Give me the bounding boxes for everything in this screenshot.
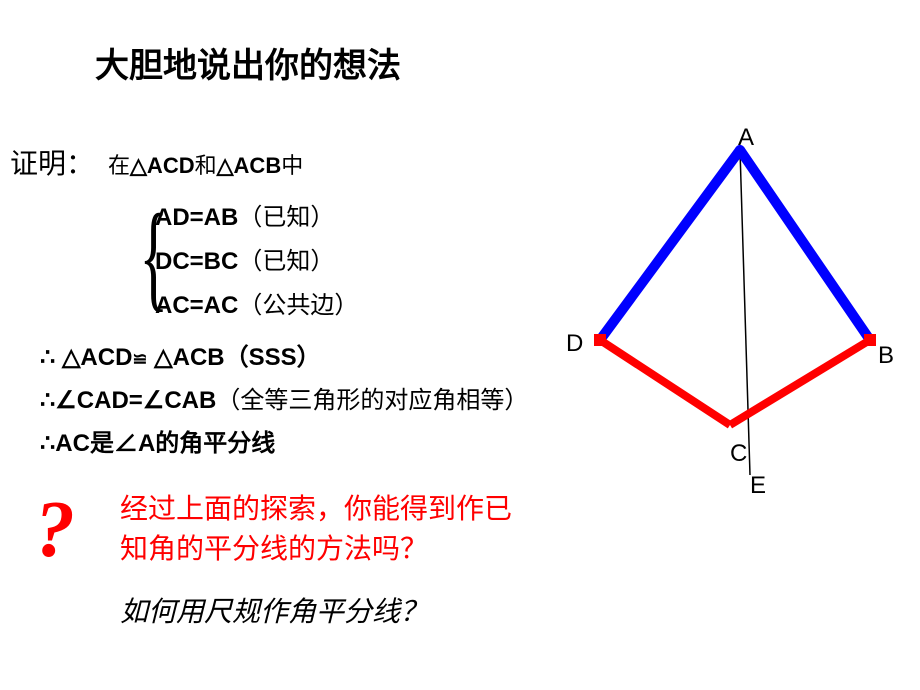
vertex-label-c: C xyxy=(730,440,747,468)
note-2: （已知） xyxy=(238,249,334,275)
concl2-a2: ∠CAB xyxy=(143,387,217,414)
concl1-note: （SSS） xyxy=(225,344,321,371)
vertex-label-d: D xyxy=(566,330,583,358)
proof-lines: AD=AB（已知） DC=BC（已知） AC=AC（公共边） xyxy=(155,196,358,328)
proof-line-1: AD=AB（已知） xyxy=(155,196,358,240)
concl1-t1: △ACD xyxy=(62,344,132,371)
therefore-icon-2: ∴ xyxy=(40,387,55,414)
note-1: （已知） xyxy=(238,205,334,231)
vertex-label-e: E xyxy=(750,472,766,500)
bottom-question: 如何用尺规作角平分线？ xyxy=(120,590,428,630)
eq-3: AC=AC xyxy=(155,292,238,319)
therefore-icon-3: ∴ xyxy=(40,430,55,457)
note-3: （公共边） xyxy=(238,293,358,319)
proof-in-suffix: 中 xyxy=(281,153,303,178)
proof-context: 在△ACD和△ACB中 xyxy=(108,148,303,180)
conclusion-1: ∴ △ACD≌ △ACB（SSS） xyxy=(40,337,321,372)
vertex-label-a: A xyxy=(738,124,754,152)
proof-in-prefix: 在 xyxy=(108,153,130,178)
triangle-acd: △ACD xyxy=(130,153,195,178)
conclusion-3: ∴AC是∠A的角平分线 xyxy=(40,423,275,458)
proof-line-2: DC=BC（已知） xyxy=(155,240,358,284)
concl2-note: （全等三角形的对应角相等） xyxy=(216,388,528,414)
vertex-label-b: B xyxy=(878,342,894,370)
therefore-icon: ∴ xyxy=(40,344,55,371)
eq-2: DC=BC xyxy=(155,248,238,275)
proof-in-mid: 和 xyxy=(195,153,217,178)
eq-1: AD=AB xyxy=(155,204,238,231)
concl3-text: AC是∠A的角平分线 xyxy=(55,430,275,457)
congruent-icon: ≌ xyxy=(132,349,147,369)
question-line-2: 知角的平分线的方法吗？ xyxy=(120,530,620,570)
proof-label: 证明： xyxy=(10,142,94,182)
question-mark-icon: ? xyxy=(35,485,75,576)
proof-line-3: AC=AC（公共边） xyxy=(155,284,358,328)
diagram-svg xyxy=(540,130,900,510)
concl2-a1: ∠CAD= xyxy=(55,387,143,414)
conclusion-2: ∴∠CAD=∠CAB（全等三角形的对应角相等） xyxy=(40,380,528,415)
concl1-t2: △ACB xyxy=(154,344,224,371)
page-title: 大胆地说出你的想法 xyxy=(95,38,401,87)
kite-diagram: A B C D E xyxy=(540,130,900,510)
triangle-acb: △ACB xyxy=(217,153,282,178)
